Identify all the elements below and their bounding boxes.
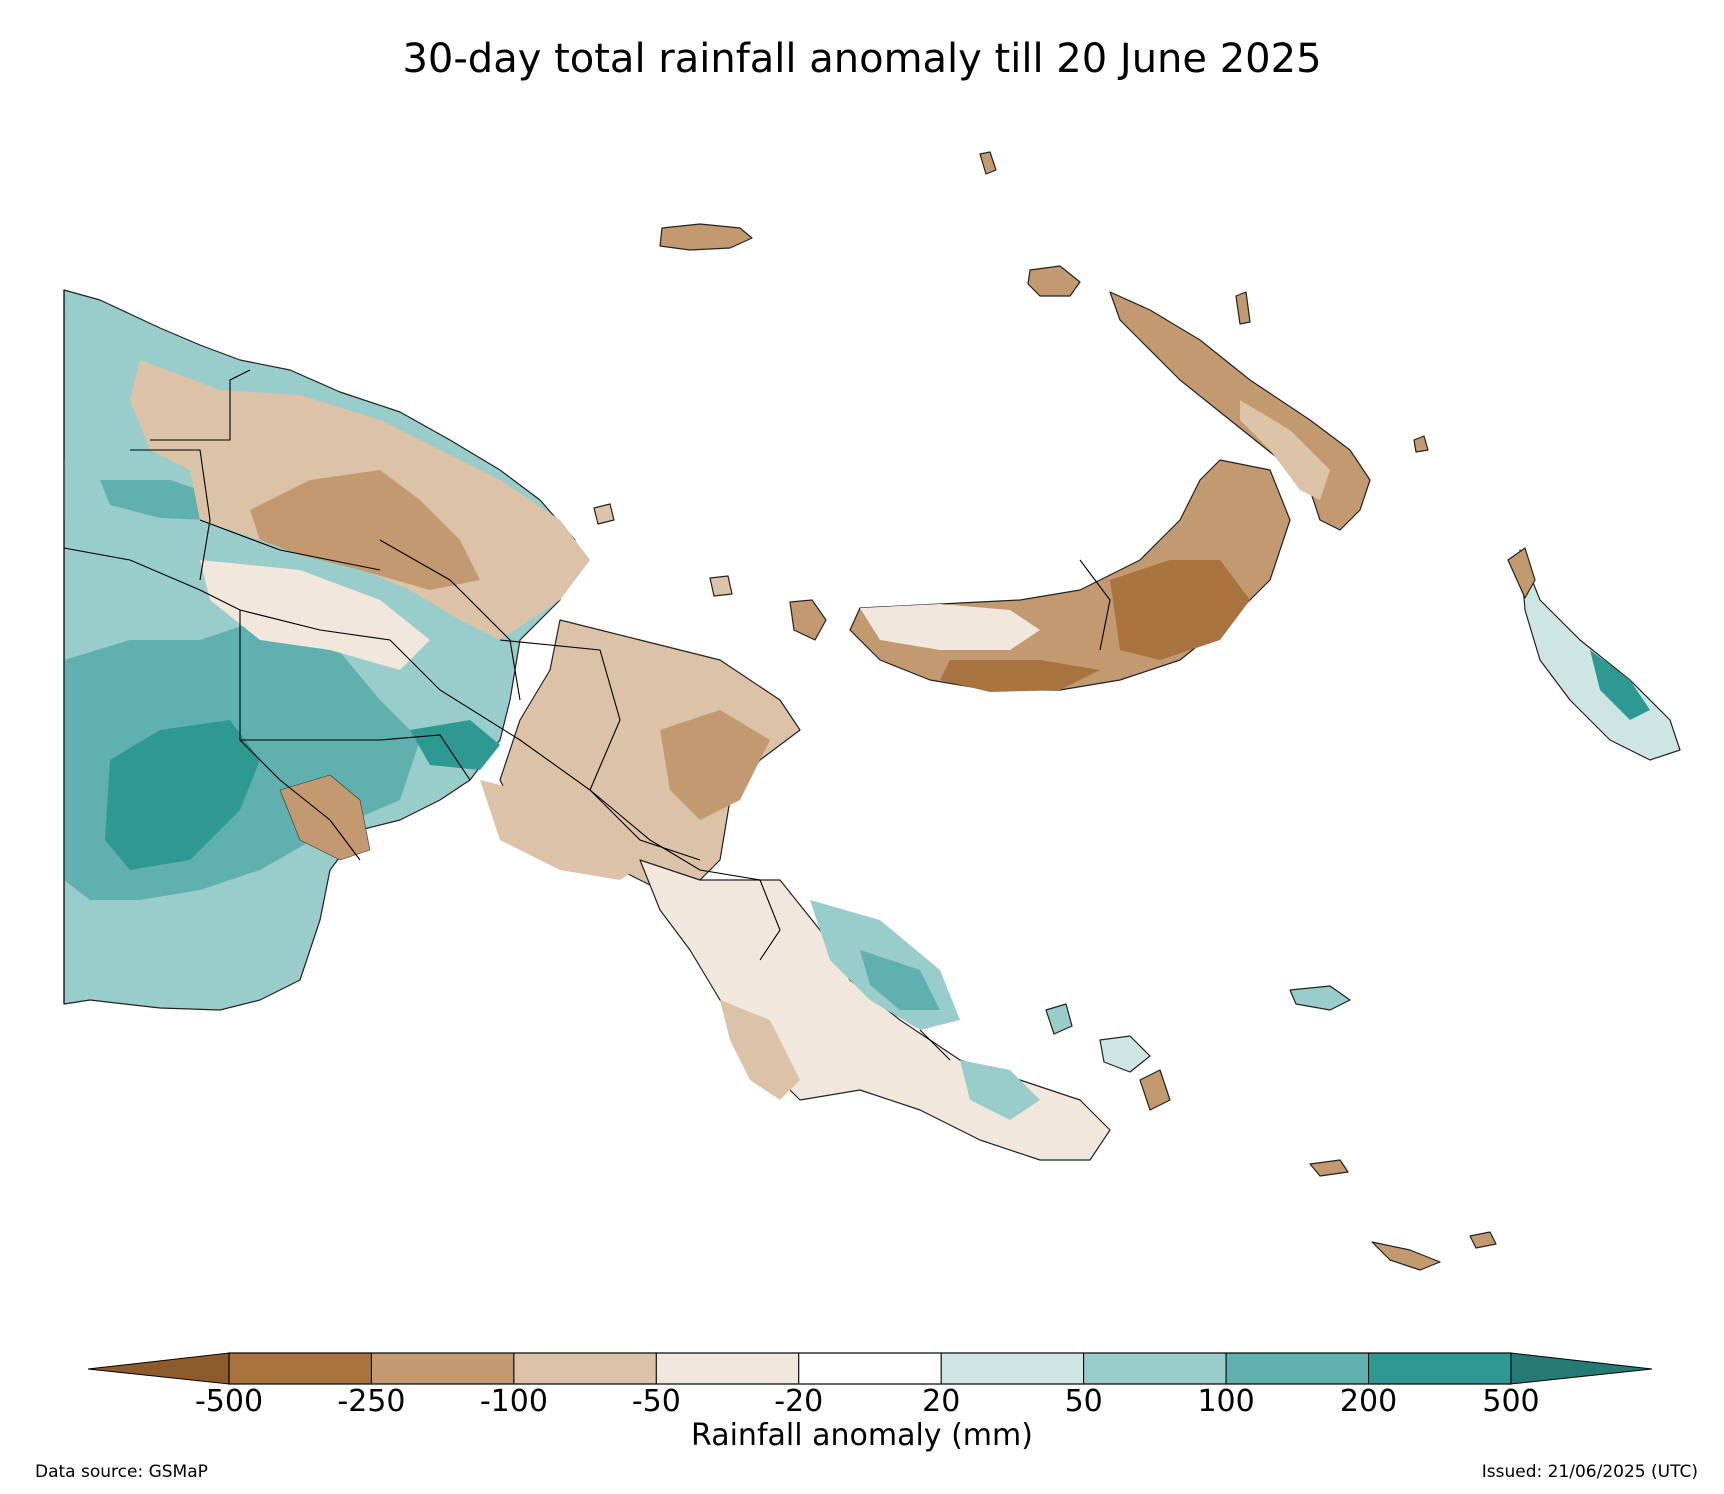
fly-river-dry-patch — [279, 774, 371, 861]
sudest-island — [1371, 1241, 1441, 1271]
colorbar-frame — [228, 1352, 1512, 1385]
highlands-light-dry — [200, 560, 430, 670]
oro-wet-core — [860, 950, 940, 1010]
colorbar-tick-label: 500 — [1482, 1384, 1540, 1419]
colorbar-bins — [228, 1352, 1512, 1385]
colorbar-bin — [798, 1352, 942, 1385]
new-britain-light-west — [860, 604, 1040, 650]
rossel-island — [1469, 1231, 1497, 1249]
buka-island — [1507, 547, 1536, 599]
province-boundaries — [63, 290, 1111, 1061]
data-source-note: Data source: GSMaP — [35, 1462, 208, 1482]
bougainville-wet-core — [1590, 650, 1650, 720]
milne-bay-wet — [960, 1060, 1040, 1120]
islands — [593, 151, 1681, 1271]
new-hanover-island — [1027, 265, 1081, 297]
colorbar-tick-label: 20 — [922, 1384, 961, 1419]
map-title: 30-day total rainfall anomaly till 20 Ju… — [402, 36, 1322, 82]
colorbar-bin — [228, 1352, 372, 1385]
colorbar-tick-label: 100 — [1197, 1384, 1255, 1419]
gulf-dry-coast — [480, 780, 650, 880]
colorbar-tick-label: -500 — [194, 1384, 264, 1419]
colorbar-tick-label: -100 — [479, 1384, 548, 1419]
colorbar-tick-label: 200 — [1339, 1384, 1398, 1419]
colorbar-bin — [1368, 1352, 1512, 1385]
mainland-png — [63, 289, 1111, 1161]
fergusson-island — [1099, 1035, 1151, 1073]
colorbar-bin — [940, 1352, 1085, 1385]
colorbar-bin — [513, 1352, 657, 1385]
colorbar-tick-label: 50 — [1064, 1384, 1103, 1419]
lihir-islands — [1413, 435, 1429, 453]
long-island — [789, 599, 827, 641]
western-very-wet — [105, 720, 260, 870]
colorbar-tick-label: -50 — [631, 1384, 681, 1419]
central-dry-coast — [720, 1000, 800, 1100]
colorbar-bin — [655, 1352, 800, 1385]
new-britain-south-dry — [940, 660, 1100, 692]
gulf-wet-patch — [410, 720, 500, 770]
huon-drier-core — [660, 710, 770, 820]
colorbar-tick-label: -250 — [337, 1384, 406, 1419]
issued-date-note: Issued: 21/06/2025 (UTC) — [1481, 1462, 1698, 1482]
colorbar-bin — [1083, 1352, 1227, 1385]
karkar-island — [593, 503, 615, 525]
new-britain-dry-core — [1110, 560, 1250, 660]
woodlark-island — [1289, 985, 1351, 1011]
normanby-island — [1139, 1069, 1171, 1111]
colorbar-tick-label: -20 — [774, 1384, 824, 1419]
dentrecasteaux-goodenough — [1045, 1003, 1073, 1035]
new-ireland-light — [1240, 400, 1330, 500]
misima-island — [1309, 1159, 1349, 1177]
umboi-island — [709, 575, 733, 597]
manus-island — [659, 223, 753, 251]
colorbar-extend-low — [87, 1352, 230, 1385]
sepik-drier-core — [250, 470, 480, 590]
rainfall-anomaly-map — [63, 151, 1681, 1271]
colorbar-label: Rainfall anomaly (mm) — [691, 1418, 1033, 1453]
colorbar-extend-high — [1510, 1352, 1653, 1385]
mussau-island — [979, 151, 997, 175]
colorbar-bin — [1225, 1352, 1370, 1385]
colorbar-bin — [370, 1352, 515, 1385]
tabar-islands — [1235, 291, 1251, 325]
